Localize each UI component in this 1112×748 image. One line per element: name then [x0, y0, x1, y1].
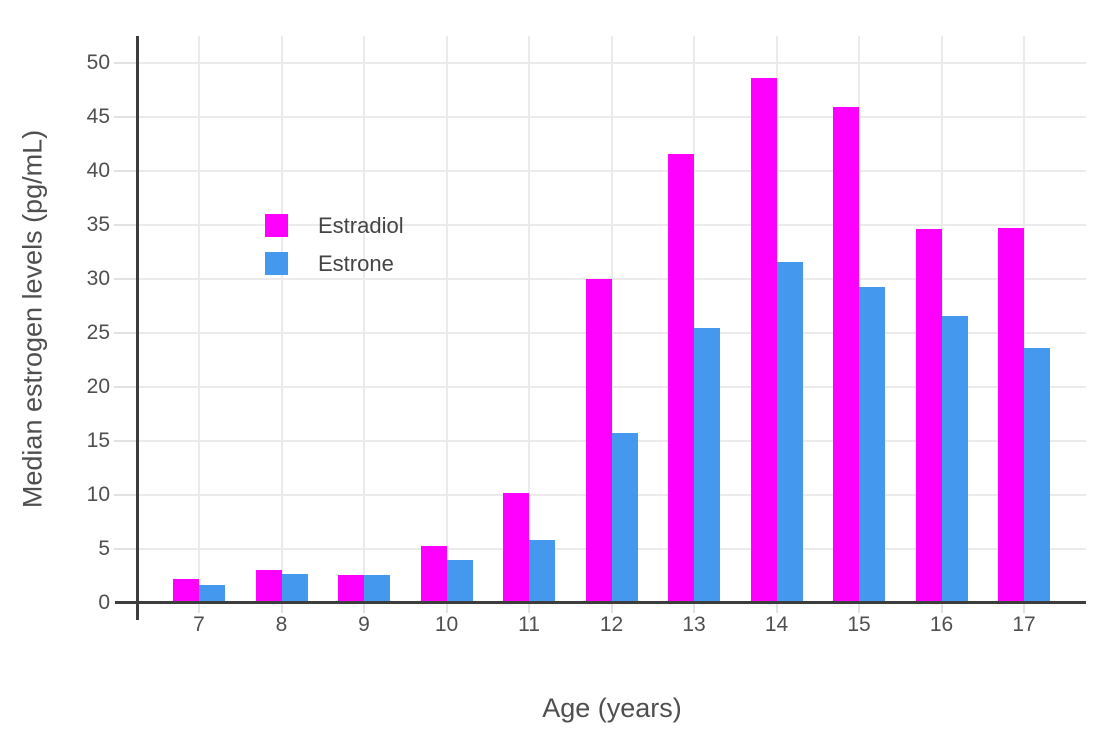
y-tick — [114, 494, 136, 496]
x-tick — [528, 604, 530, 613]
x-tick-label: 15 — [847, 613, 871, 636]
x-tick-label: 8 — [275, 613, 288, 636]
y-tick-label: 45 — [86, 105, 110, 128]
bar-estrone-age-13 — [694, 327, 720, 603]
x-tick — [858, 604, 860, 613]
legend-label: Estradiol — [318, 213, 404, 238]
bar-estradiol-age-16 — [915, 229, 942, 603]
x-tick — [1023, 604, 1025, 613]
bar-estrone-age-10 — [446, 559, 473, 603]
x-gridline — [445, 36, 448, 601]
y-tick-label: 35 — [86, 213, 110, 236]
x-tick-label: 12 — [599, 613, 624, 636]
bar-estradiol-age-15 — [833, 107, 859, 603]
bar-estradiol-age-17 — [998, 228, 1024, 603]
x-axis-line — [115, 601, 1086, 604]
bar-estrone-age-9 — [364, 574, 390, 603]
y-tick-label: 25 — [86, 321, 110, 344]
x-gridline — [1023, 36, 1025, 601]
bar-estrone-age-12 — [611, 433, 638, 603]
y-tick — [114, 224, 136, 226]
legend-swatch-estradiol — [265, 214, 288, 237]
x-tick — [363, 604, 365, 613]
y-tick — [114, 332, 136, 334]
x-tick — [940, 604, 943, 613]
bar-estrone-age-7 — [199, 584, 225, 603]
x-tick — [775, 604, 778, 613]
x-tick-label: 7 — [193, 613, 205, 636]
y-tick — [114, 278, 136, 280]
x-tick-label: 9 — [358, 613, 370, 636]
y-tick — [114, 170, 136, 172]
x-tick — [445, 604, 448, 613]
x-gridline — [363, 36, 365, 601]
x-gridline — [693, 36, 695, 601]
bar-estrone-age-14 — [776, 261, 803, 603]
y-tick-label: 10 — [86, 483, 110, 506]
x-gridline — [528, 36, 530, 601]
bar-estrone-age-16 — [941, 315, 968, 603]
bar-estradiol-age-14 — [750, 78, 777, 603]
bar-estradiol-age-11 — [503, 492, 529, 603]
y-tick-label: 0 — [98, 591, 110, 614]
x-tick-label: 13 — [682, 613, 706, 636]
x-tick-label: 10 — [434, 613, 459, 636]
y-tick — [114, 548, 136, 550]
x-gridline — [610, 36, 613, 601]
x-tick — [198, 604, 200, 613]
x-tick — [693, 604, 695, 613]
y-tick-label: 20 — [86, 375, 110, 398]
y-axis-line — [136, 36, 139, 620]
y-tick-label: 30 — [86, 267, 110, 290]
x-tick-label: 11 — [518, 613, 540, 636]
plot-area — [138, 36, 1086, 603]
y-tick — [114, 386, 136, 388]
x-gridline — [198, 36, 200, 601]
bar-estradiol-age-12 — [585, 279, 612, 603]
bar-estradiol-age-13 — [668, 153, 694, 603]
bar-estrone-age-11 — [529, 540, 555, 603]
y-tick-label: 15 — [86, 429, 110, 452]
bar-estradiol-age-9 — [338, 574, 364, 603]
legend-label: Estrone — [318, 251, 394, 276]
x-tick-label: 14 — [764, 613, 789, 636]
x-gridline — [280, 36, 283, 601]
bar-estradiol-age-7 — [173, 579, 199, 603]
y-tick — [114, 440, 136, 442]
legend-swatch-estrone — [265, 252, 288, 275]
y-tick — [114, 116, 136, 118]
bar-estradiol-age-8 — [255, 569, 282, 603]
x-tick — [610, 604, 613, 613]
bar-estrone-age-8 — [281, 573, 308, 603]
y-tick-label: 40 — [86, 159, 110, 182]
x-axis-title: Age (years) — [542, 693, 682, 723]
bar-estrone-age-17 — [1024, 348, 1050, 603]
y-tick-label: 50 — [86, 51, 110, 74]
bar-estrone-age-15 — [859, 286, 885, 603]
x-tick-label: 17 — [1012, 613, 1036, 636]
x-tick — [280, 604, 283, 613]
y-tick — [114, 62, 136, 64]
x-tick-label: 16 — [929, 613, 954, 636]
bar-estradiol-age-10 — [420, 545, 447, 603]
y-tick-label: 5 — [98, 537, 110, 560]
